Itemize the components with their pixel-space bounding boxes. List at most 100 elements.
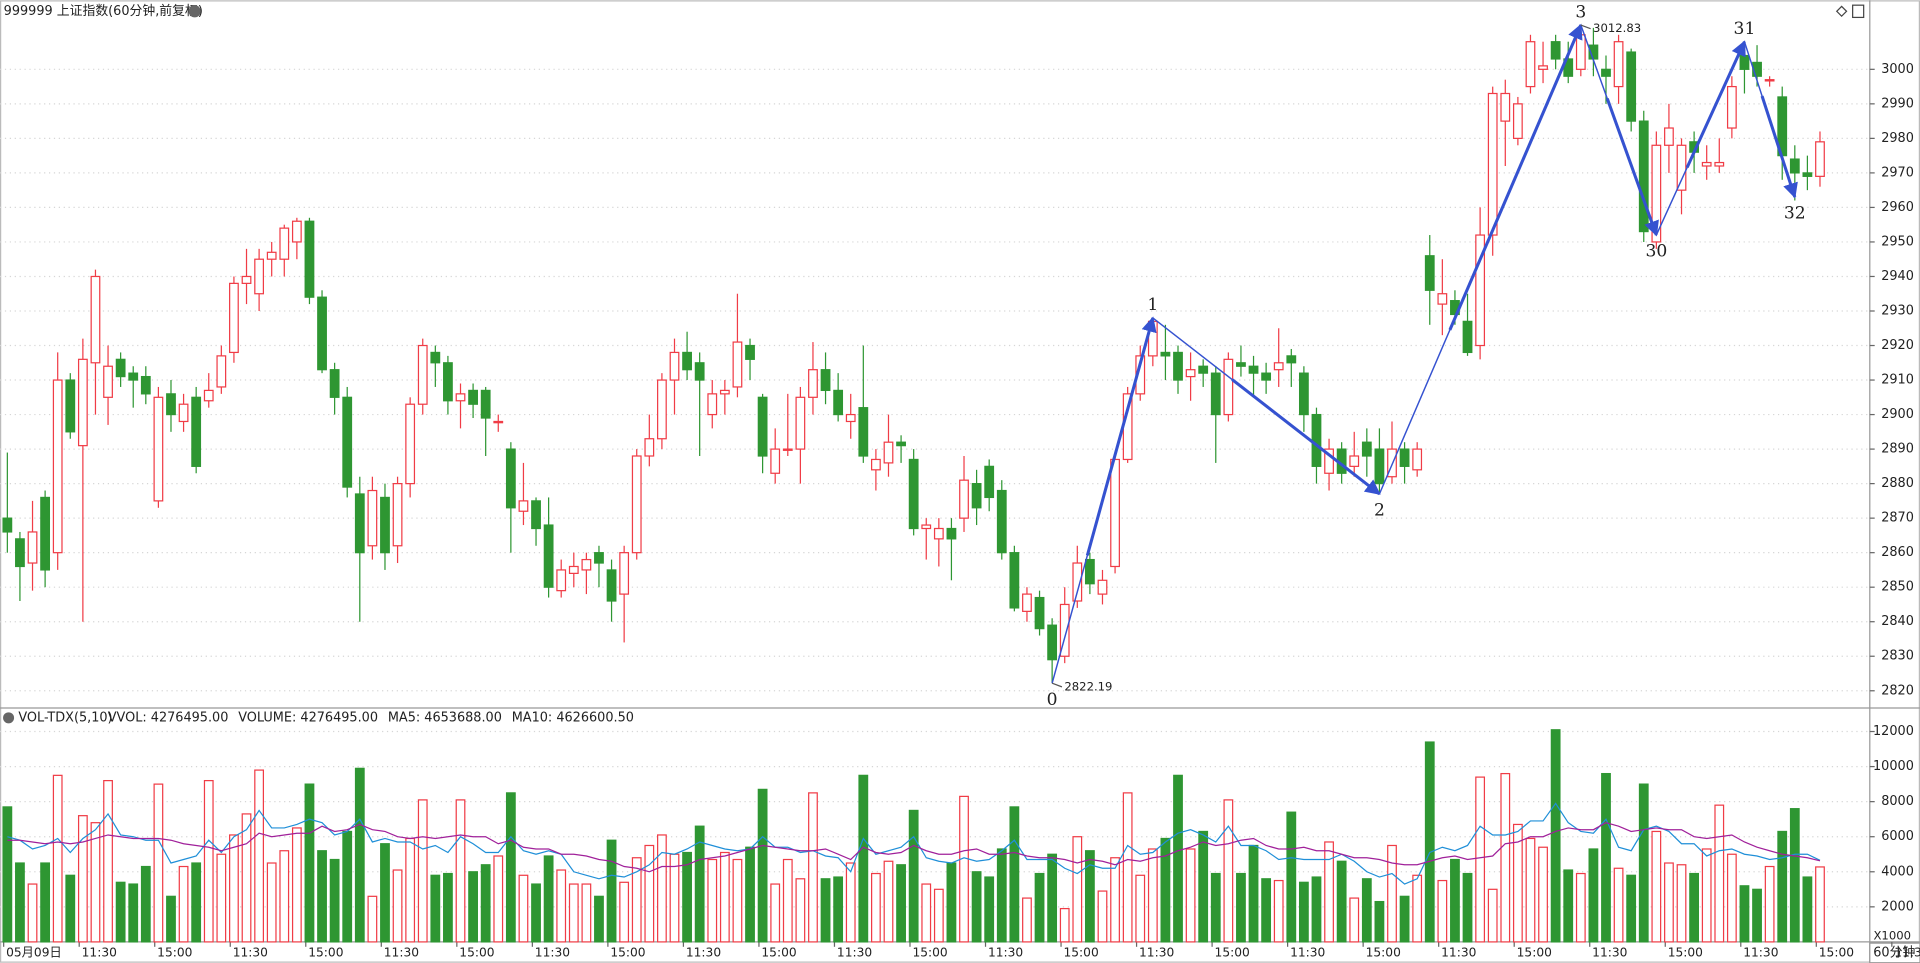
extreme-pointer: [1580, 24, 1591, 30]
volume-bar: [1160, 837, 1171, 943]
volume-bar: [1651, 830, 1662, 943]
draw-tool-icon[interactable]: [1835, 5, 1848, 18]
wave-arrow: [1760, 95, 1798, 199]
volume-bar: [1764, 865, 1775, 943]
candle-body: [254, 258, 265, 295]
volume-bar: [1399, 895, 1410, 943]
candle-body: [342, 396, 353, 488]
y-tick-label: 2970: [1881, 165, 1914, 180]
candle-body: [518, 500, 529, 512]
volume-bar: [984, 876, 995, 943]
volume-bar: [1286, 811, 1297, 943]
candle-body: [1059, 603, 1070, 657]
y-tick-label: 2910: [1881, 373, 1914, 388]
x-tick-label: 15:00: [1819, 945, 1854, 959]
volume-bar: [1802, 876, 1813, 943]
panel-icon[interactable]: [1852, 4, 1865, 19]
candle-body: [52, 379, 63, 554]
candle-body: [908, 458, 919, 530]
candle-body: [392, 483, 403, 547]
candle-body: [1475, 234, 1486, 347]
x-tick-label: 11:30: [535, 945, 570, 959]
volume-bar: [858, 774, 869, 943]
candle-body: [871, 458, 881, 471]
volume-bar: [1726, 853, 1737, 943]
volume-bar: [1387, 844, 1397, 943]
volume-bar: [1676, 864, 1687, 943]
volume-bar: [568, 883, 579, 943]
candle-body: [719, 389, 730, 395]
candle-body: [140, 375, 151, 395]
ma-line: [7, 822, 1821, 873]
wave-arrow: [1231, 378, 1381, 496]
indicator-readout: VVOL: 4276495.00: [108, 710, 229, 725]
volume-bar: [1588, 848, 1599, 943]
volume-bar: [203, 779, 214, 943]
indicator-menu-icon[interactable]: [3, 712, 15, 724]
candle-body: [1651, 144, 1662, 243]
x-tick-label: 15:00: [610, 945, 645, 959]
volume-bar: [1701, 848, 1712, 943]
y-tick-label: 2840: [1881, 614, 1914, 629]
volume-bar: [669, 853, 680, 943]
candle-body: [153, 396, 164, 502]
candle-body: [317, 296, 327, 371]
volume-bar: [1626, 874, 1637, 943]
extreme-label: 3012.83: [1593, 21, 1641, 35]
x-tick-label: 15:00: [459, 945, 494, 959]
indicator-readout: VOLUME: 4276495.00: [238, 710, 378, 725]
volume-bar: [1475, 776, 1486, 943]
volume-bar: [1059, 907, 1070, 943]
candle-body: [1286, 355, 1297, 364]
candle-body: [795, 396, 806, 450]
volume-bar: [443, 872, 453, 943]
candle-body: [115, 358, 126, 378]
volume-bar: [1487, 888, 1498, 943]
volume-bar: [455, 799, 466, 943]
volume-bar: [480, 864, 491, 943]
candle-body: [682, 351, 692, 371]
x-tick-label: 11:30: [1441, 945, 1476, 959]
candle-body: [1424, 255, 1435, 291]
candle-body: [380, 496, 390, 554]
candle-body: [1676, 144, 1687, 191]
title-menu-icon[interactable]: [188, 5, 201, 18]
candle-body: [996, 489, 1007, 554]
volume-bar: [342, 830, 353, 943]
x-tick-label: 15:00: [308, 945, 343, 959]
candle-body: [77, 358, 88, 447]
candle-body: [1487, 92, 1498, 236]
volume-bar: [1437, 879, 1448, 943]
wave-arrow: [1085, 316, 1157, 556]
candle-body: [1538, 65, 1548, 70]
candle-body: [1097, 579, 1108, 595]
volume-bar: [1714, 804, 1725, 943]
volume-bar: [719, 851, 730, 943]
volume-bar: [657, 834, 667, 943]
volume-bar: [1361, 878, 1372, 943]
candle-body: [631, 455, 642, 554]
volume-bar: [1374, 900, 1385, 943]
candle-body: [1613, 41, 1624, 88]
volume-bar: [581, 883, 592, 943]
candle-body: [1802, 172, 1813, 177]
candle-body: [1789, 158, 1800, 174]
volume-bar: [1815, 866, 1825, 943]
candle-body: [1399, 448, 1410, 467]
y-tick-label: 2950: [1881, 234, 1914, 249]
volume-bar: [971, 871, 982, 943]
candle-body: [808, 369, 818, 398]
volume-bar: [1424, 741, 1435, 943]
volume-bar: [820, 878, 831, 943]
volume-bar: [1236, 872, 1246, 943]
volume-bar: [1248, 844, 1259, 943]
volume-bar: [1273, 879, 1284, 943]
candle-body: [1815, 141, 1825, 177]
volume-bar: [707, 858, 718, 943]
candle-body: [1462, 320, 1473, 354]
volume-bar: [1223, 799, 1234, 943]
candle-body: [27, 531, 38, 564]
wave-label: 30: [1645, 242, 1667, 262]
volume-bar: [1298, 881, 1309, 943]
candle-body: [40, 496, 51, 571]
